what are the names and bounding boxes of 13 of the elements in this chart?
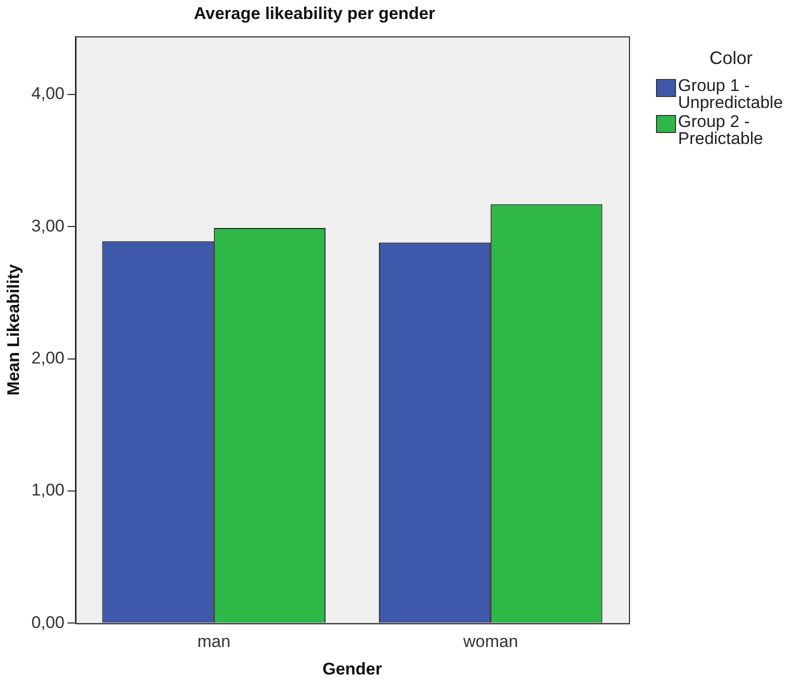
x-tick-label: woman	[462, 632, 518, 652]
y-tick-label: 2,00	[31, 348, 64, 368]
legend-title: Color	[708, 48, 754, 69]
y-tick-label: 0,00	[31, 612, 64, 632]
x-axis-title: Gender	[322, 659, 382, 678]
y-tick-label: 1,00	[31, 480, 64, 500]
y-axis-title: Mean Likeability	[4, 264, 23, 396]
legend-label: Group 1 - Unpredictable	[678, 76, 784, 112]
x-tick-label: man	[197, 632, 230, 652]
y-tick-label: 4,00	[31, 84, 64, 104]
chart-title: Average likeability per gender	[194, 4, 436, 23]
y-tick-label: 3,00	[31, 216, 64, 236]
legend-label: Group 2 - Predictable	[678, 112, 764, 148]
